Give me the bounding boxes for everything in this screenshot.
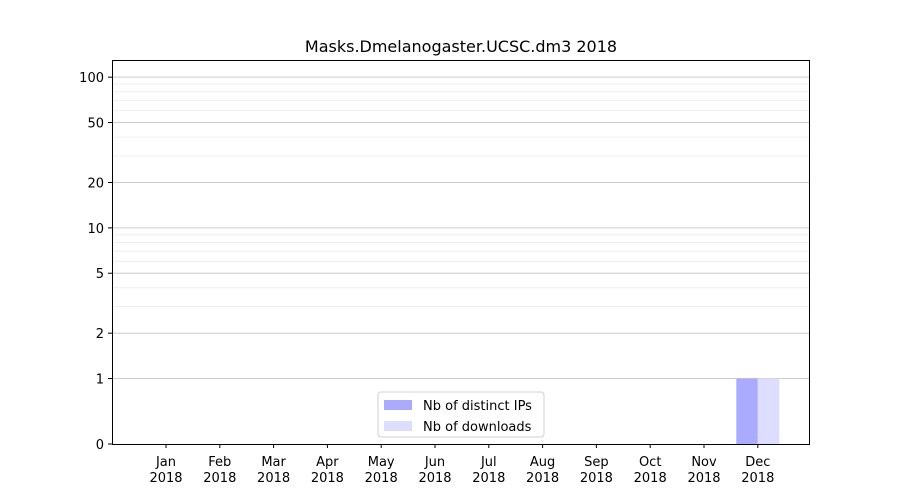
legend-swatch <box>384 400 412 410</box>
plot-frame <box>112 60 810 445</box>
y-tick-label: 100 <box>79 71 104 86</box>
bar-downloads <box>757 378 780 444</box>
bar-distinct-ips <box>736 378 758 444</box>
x-tick-label-month: Feb <box>208 455 231 470</box>
x-tick-label-year: 2018 <box>418 471 451 486</box>
x-axis: Jan2018Feb2018Mar2018Apr2018May2018Jun20… <box>149 444 774 486</box>
y-tick-label: 2 <box>96 327 104 342</box>
y-tick-label: 10 <box>87 222 104 237</box>
x-tick-label-year: 2018 <box>526 471 559 486</box>
legend: Nb of distinct IPs Nb of downloads <box>377 391 545 438</box>
y-tick-label: 0 <box>96 438 104 453</box>
legend-swatch <box>384 421 412 431</box>
x-tick-label-year: 2018 <box>311 471 344 486</box>
bars <box>736 378 780 444</box>
x-tick-label-year: 2018 <box>472 471 505 486</box>
x-tick-label-month: Oct <box>639 455 661 470</box>
y-tick-label: 1 <box>96 373 104 388</box>
legend-box <box>377 391 545 438</box>
x-tick-label-year: 2018 <box>634 471 667 486</box>
x-tick-label-month: May <box>368 455 395 470</box>
x-tick-label-month: Jul <box>480 455 497 470</box>
x-tick-label-month: Dec <box>745 455 770 470</box>
x-tick-label-year: 2018 <box>257 471 290 486</box>
x-tick-label-year: 2018 <box>580 471 613 486</box>
x-tick-label-month: Jun <box>424 455 445 470</box>
x-tick-label-year: 2018 <box>687 471 720 486</box>
x-tick-label-year: 2018 <box>365 471 398 486</box>
x-tick-label-month: Mar <box>261 455 286 470</box>
x-tick-label-year: 2018 <box>149 471 182 486</box>
x-tick-label-month: Nov <box>691 455 717 470</box>
x-tick-label-month: Jan <box>155 455 176 470</box>
y-tick-label: 5 <box>96 267 104 282</box>
y-tick-label: 20 <box>87 176 104 191</box>
legend-label: Nb of distinct IPs <box>423 399 532 414</box>
legend-label: Nb of downloads <box>423 420 532 435</box>
y-axis: 0 1 2 5 10 20 50 100 <box>79 71 112 453</box>
grid-lines <box>112 76 809 380</box>
y-tick-label: 50 <box>87 117 104 132</box>
x-tick-label-month: Apr <box>316 455 339 470</box>
x-tick-label-year: 2018 <box>203 471 236 486</box>
chart-title: Masks.Dmelanogaster.UCSC.dm3 2018 <box>305 37 617 56</box>
x-tick-label-month: Aug <box>530 455 555 470</box>
x-tick-label-year: 2018 <box>741 471 774 486</box>
x-tick-label-month: Sep <box>584 455 609 470</box>
